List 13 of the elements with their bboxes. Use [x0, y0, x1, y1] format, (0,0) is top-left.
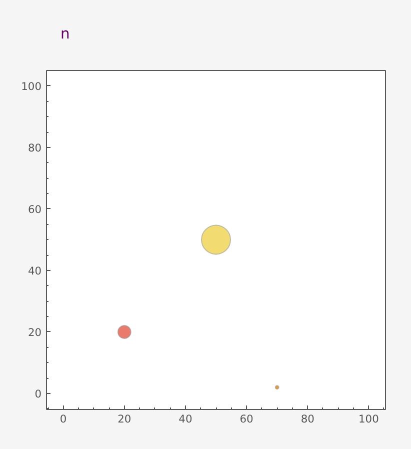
x-tick-label: 20 — [118, 412, 132, 426]
y-tick-label: 80 — [28, 141, 42, 154]
y-tick-label: 40 — [28, 264, 42, 278]
y-tick-label: 0 — [34, 388, 42, 401]
y-tick-label: 20 — [28, 326, 42, 339]
text: n — [60, 26, 70, 42]
y-tick-label: 100 — [21, 80, 42, 93]
x-tick-label: 0 — [60, 412, 67, 426]
y-tick-label: 60 — [28, 202, 42, 216]
x-tick-label: 80 — [300, 412, 315, 426]
x-tick-label: 40 — [178, 412, 192, 426]
x-tick-label: 100 — [358, 412, 380, 426]
x-tick-label: 60 — [240, 412, 254, 426]
